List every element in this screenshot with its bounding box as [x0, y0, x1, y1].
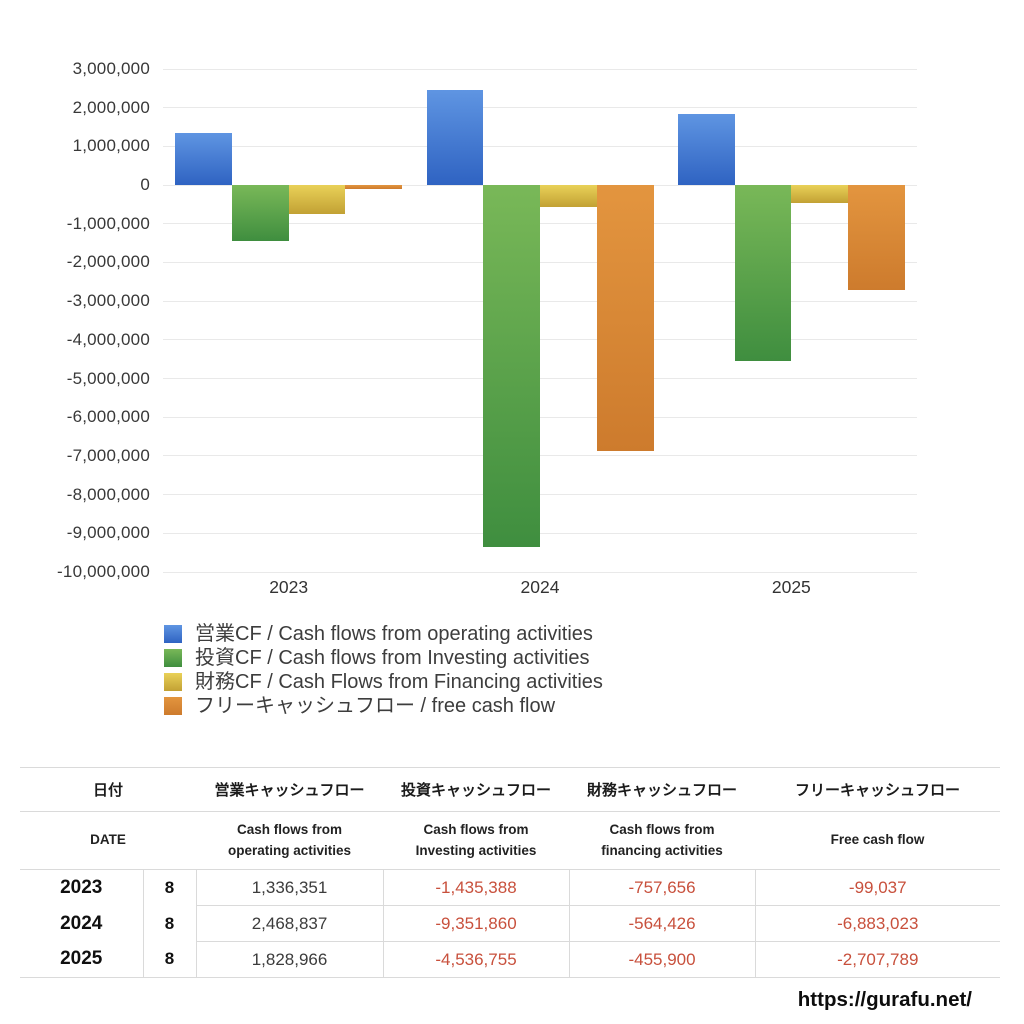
cell-month: 8 [142, 869, 197, 906]
gridline [163, 378, 917, 380]
cell-value: -99,037 [754, 869, 1001, 906]
x-axis-tick-label: 2024 [520, 577, 560, 597]
y-axis-tick-label: -5,000,000 [66, 368, 150, 388]
y-axis-tick-label: 2,000,000 [72, 97, 150, 117]
cell-value: -2,707,789 [754, 941, 1001, 978]
y-axis-tick-label: 1,000,000 [72, 136, 150, 156]
y-axis-tick-label: -1,000,000 [66, 213, 150, 233]
cash-flow-chart: 3,000,000 2,000,000 1,000,000 0 -1,000,000 -2… [57, 59, 917, 597]
cell-value: -564,426 [568, 905, 756, 942]
header-operating-jp: 営業キャッシュフロー [196, 767, 384, 812]
legend-item-1: 投資CF / Cash flows from Investing activit… [164, 646, 603, 670]
cell-year: 2023 [60, 876, 103, 898]
site-url: https://gurafu.net/ [797, 988, 972, 1011]
bar-2025-series-3 [848, 185, 905, 290]
cash-flow-table: 日付 営業キャッシュフロー 投資キャッシュフロー 財務キャッシュフロー フリーキ… [20, 767, 1001, 978]
chart-legend: 営業CF / Cash flows from operating activit… [164, 622, 603, 718]
cell-value: -6,883,023 [754, 905, 1001, 942]
cell-value: 1,336,351 [195, 869, 384, 906]
y-axis-tick-label: -7,000,000 [66, 445, 150, 465]
bar-2023-series-2 [288, 185, 346, 215]
x-axis-tick-label: 2025 [771, 577, 811, 597]
table-body: 2023 8 1,336,351 -1,435,388 -757,656 -99,037 2… [20, 869, 1001, 978]
table-row: 2025 8 1,828,966 -4,536,755 -455,900 -2,707,7… [20, 941, 1001, 978]
bar-2023-series-1 [231, 185, 289, 241]
legend-swatch-icon [164, 625, 182, 643]
gridline [163, 145, 917, 147]
table-header-jp: 日付 営業キャッシュフロー 投資キャッシュフロー 財務キャッシュフロー フリーキ… [20, 767, 1001, 812]
bar-2023-series-3 [345, 185, 403, 189]
y-axis-tick-label: -9,000,000 [66, 523, 150, 543]
header-date-jp: 日付 [20, 767, 197, 812]
bar-2025-series-0 [677, 114, 735, 186]
gridline [163, 107, 917, 109]
cell-value: -455,900 [568, 941, 756, 978]
gridline [163, 494, 917, 496]
legend-swatch-icon [164, 673, 182, 691]
bar-2025-series-2 [791, 185, 849, 203]
cell-value: 1,828,966 [195, 941, 384, 978]
header-operating-en: Cash flows from operating activities [196, 811, 384, 870]
cell-value: -9,351,860 [382, 905, 570, 942]
gridline [163, 532, 917, 534]
gridline [163, 68, 917, 70]
bar-2024-series-0 [426, 89, 484, 186]
gridline [163, 416, 917, 418]
y-axis-tick-label: -8,000,000 [66, 484, 150, 504]
legend-label: フリーキャッシュフロー / free cash flow [195, 695, 556, 717]
header-investing-en: Cash flows from Investing activities [383, 811, 570, 870]
bar-2024-series-3 [596, 185, 654, 452]
header-fcf-en: Free cash flow [755, 811, 1001, 870]
table-header-en: DATE Cash flows from operating activitie… [20, 811, 1001, 870]
bar-2024-series-2 [540, 185, 597, 207]
cell-month: 8 [142, 905, 197, 942]
gridline [163, 571, 917, 573]
y-axis-tick-label: -3,000,000 [66, 291, 150, 311]
header-financing-jp: 財務キャッシュフロー [569, 767, 756, 812]
bar-2023-series-0 [175, 133, 232, 186]
y-axis-tick-label: -2,000,000 [66, 252, 150, 272]
legend-label: 財務CF / Cash Flows from Financing activit… [195, 671, 603, 693]
y-axis-tick-label: 0 [140, 175, 150, 195]
cell-year: 2025 [20, 941, 143, 978]
bar-2025-series-1 [734, 185, 792, 361]
y-axis-tick-label: 3,000,000 [72, 59, 150, 78]
legend-item-0: 営業CF / Cash flows from operating activit… [164, 622, 603, 646]
table-row: 2023 8 1,336,351 -1,435,388 -757,656 -99,037 [20, 869, 1001, 906]
legend-label: 営業CF / Cash flows from operating activit… [195, 623, 593, 645]
legend-item-2: 財務CF / Cash Flows from Financing activit… [164, 670, 603, 694]
cell-value: -1,435,388 [382, 869, 570, 906]
plot-area [163, 68, 917, 573]
legend-item-3: フリーキャッシュフロー / free cash flow [164, 694, 603, 718]
gridline [163, 300, 917, 302]
cell-value: -757,656 [568, 869, 756, 906]
table-row: 2024 8 2,468,837 -9,351,860 -564,426 -6,883,0… [20, 905, 1001, 942]
cell-value: -4,536,755 [382, 941, 570, 978]
legend-swatch-icon [164, 649, 182, 667]
gridline [163, 261, 917, 263]
header-investing-jp: 投資キャッシュフロー [383, 767, 570, 812]
y-axis-tick-label: -10,000,000 [57, 562, 150, 581]
y-axis-tick-label: -6,000,000 [66, 407, 150, 427]
bar-2024-series-1 [483, 185, 540, 547]
header-fcf-jp: フリーキャッシュフロー [755, 767, 1001, 812]
cell-value: 2,468,837 [195, 905, 384, 942]
y-axis-tick-label: -4,000,000 [66, 329, 150, 349]
legend-swatch-icon [164, 697, 182, 715]
gridline [163, 223, 917, 225]
cell-month: 8 [142, 941, 197, 978]
x-axis-tick-label: 2023 [269, 577, 309, 597]
header-financing-en: Cash flows from financing activities [569, 811, 756, 870]
header-date-en: DATE [20, 811, 197, 870]
cell-year: 2024 [60, 912, 103, 934]
gridline [163, 339, 917, 341]
legend-label: 投資CF / Cash flows from Investing activit… [195, 647, 590, 669]
gridline [163, 455, 917, 457]
